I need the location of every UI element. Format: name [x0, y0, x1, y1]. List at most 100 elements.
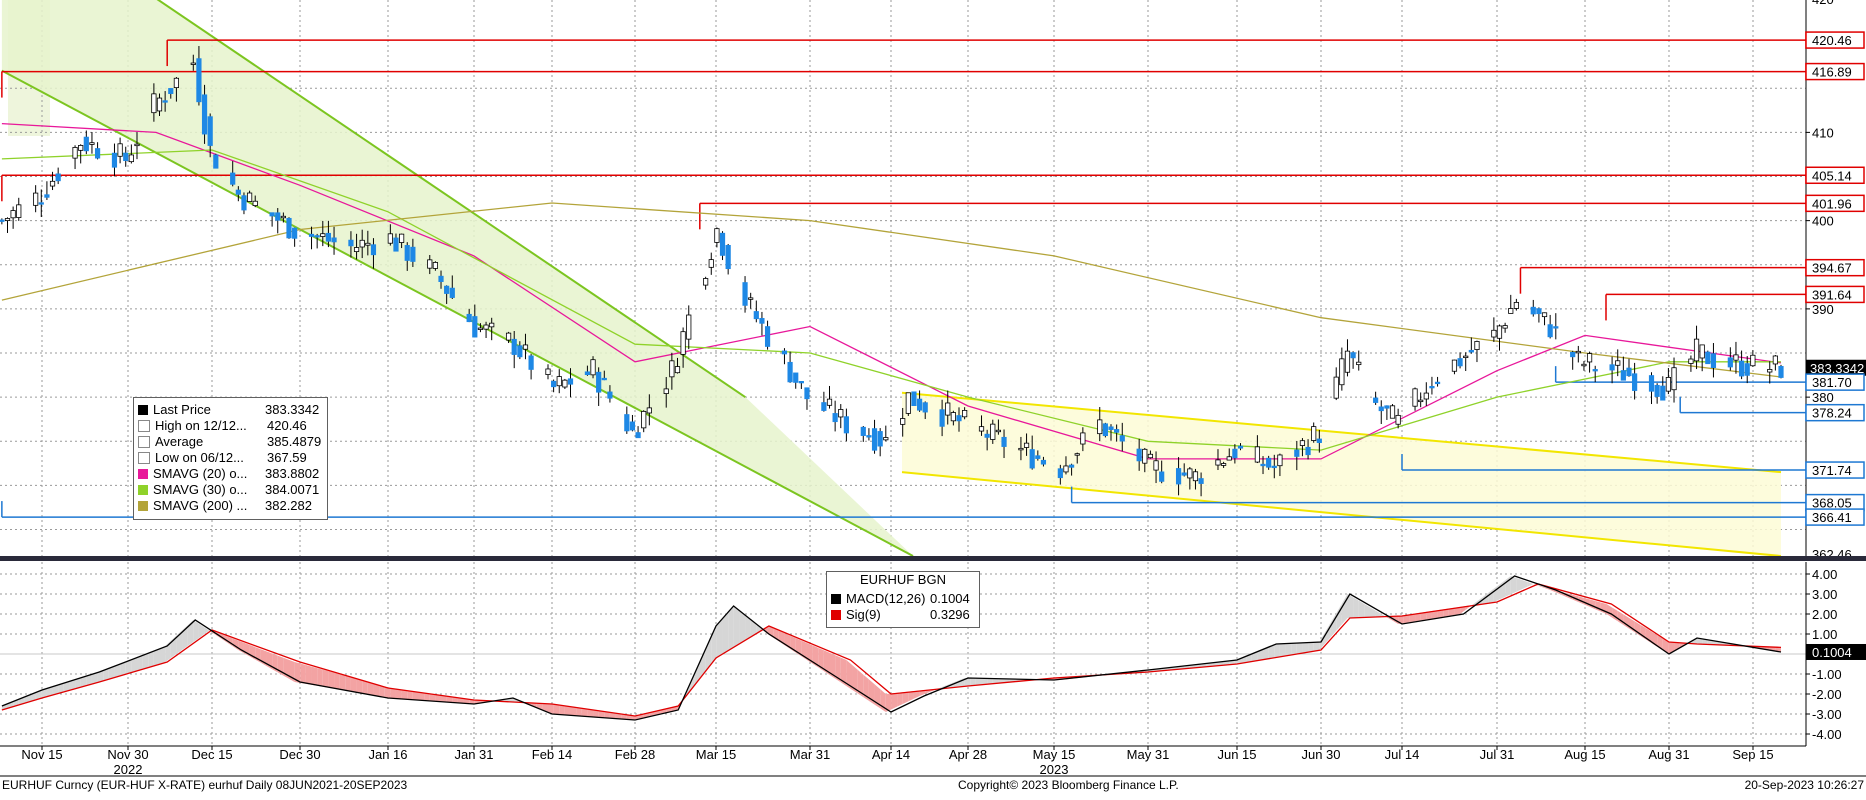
candle-body [1176, 469, 1180, 485]
candle-body [1098, 420, 1102, 434]
candle-body [912, 392, 916, 406]
candle-body [1666, 377, 1670, 391]
candle-body [557, 377, 561, 386]
candle-body [1768, 369, 1772, 372]
macd-histogram-fill [1274, 644, 1280, 658]
level-label: 405.14 [1812, 168, 1852, 183]
candle-body [748, 298, 752, 300]
candle-body [1548, 325, 1552, 337]
candle-body [1734, 355, 1738, 360]
candle-body [321, 234, 325, 237]
legend-row[interactable]: SMAVG (20) o...383.8802 [138, 465, 319, 480]
year-label: 2022 [114, 762, 143, 777]
candle-body [1306, 447, 1310, 454]
candle-body [1700, 345, 1704, 358]
macd-tick-label: 1.00 [1812, 627, 1837, 642]
macd-histogram-fill [1595, 601, 1601, 612]
level-label: 401.96 [1812, 196, 1852, 211]
macd-legend-row[interactable]: Sig(9)0.3296 [831, 606, 970, 621]
macd-histogram-fill [903, 692, 909, 704]
candle-body [596, 372, 600, 392]
x-tick-label: Apr 14 [872, 747, 910, 762]
candle-body [703, 279, 707, 286]
price-tick-label: 390 [1812, 302, 1834, 317]
candle-body [315, 236, 319, 238]
candle-body [642, 411, 646, 427]
candle-body [709, 260, 713, 268]
candle-body [1300, 441, 1304, 446]
candle-body [214, 155, 218, 168]
candle-body [231, 173, 235, 184]
candle-body [1143, 449, 1147, 463]
macd-histogram-fill [323, 670, 329, 688]
candle-body [1418, 400, 1422, 402]
legend-label: Low on 06/12... [155, 450, 267, 465]
x-tick-label: Feb 14 [532, 747, 572, 762]
legend-value: 385.4879 [267, 434, 321, 449]
candle-body [872, 429, 876, 451]
macd-histogram-fill [340, 674, 346, 690]
legend-row[interactable]: High on 12/12...420.46 [138, 417, 307, 432]
candle-body [473, 317, 477, 338]
low-marker-icon [138, 452, 150, 464]
candle-body [715, 229, 719, 243]
candle-body [1373, 398, 1377, 403]
candle-body [1064, 466, 1068, 472]
macd-histogram-fill [357, 679, 363, 693]
candle-body [833, 413, 837, 421]
legend-value: 420.46 [267, 418, 307, 433]
x-tick-label: Sep 15 [1732, 747, 1773, 762]
candle-body [1396, 415, 1400, 424]
legend-row[interactable]: SMAVG (30) o...384.0071 [138, 481, 319, 496]
x-tick-label: Apr 28 [949, 747, 987, 762]
macd-histogram-fill [723, 613, 729, 655]
macd-histogram-fill [1308, 642, 1314, 652]
candle-body [1266, 458, 1270, 467]
candle-body [900, 419, 904, 425]
candle-body [1154, 461, 1158, 470]
level-label: 416.89 [1812, 65, 1852, 80]
macd-tick-label: 4.00 [1812, 567, 1837, 582]
legend-label: Average [155, 434, 267, 449]
level-label: 366.41 [1812, 510, 1852, 525]
candle-body [568, 379, 572, 384]
candle-body [1739, 361, 1743, 376]
candle-body [788, 362, 792, 382]
price-tick-label: 400 [1812, 214, 1834, 229]
x-tick-label: Feb 28 [615, 747, 655, 762]
legend-row[interactable]: SMAVG (200) ...382.282 [138, 497, 312, 512]
channel-fill [902, 393, 1781, 556]
candle-body [444, 286, 448, 293]
candle-body [1554, 327, 1558, 329]
candle-body [1492, 330, 1496, 337]
legend-row[interactable]: Low on 06/12...367.59 [138, 449, 307, 464]
candle-body [1278, 455, 1282, 466]
candle-body [630, 422, 634, 430]
candle-body [354, 248, 358, 252]
price-tick-label: 410 [1812, 125, 1834, 140]
candle-body [118, 144, 122, 157]
candle-body [608, 392, 612, 398]
candle-body [1351, 353, 1355, 358]
macd-histogram-fill [1280, 644, 1286, 657]
footer-copyright: Copyright© 2023 Bloomberg Finance L.P. [958, 778, 1179, 792]
macd-histogram-fill [334, 673, 340, 690]
macd-tick-label: -4.00 [1812, 727, 1842, 742]
level-label: 381.70 [1812, 375, 1852, 390]
x-tick-label: Jun 30 [1301, 747, 1340, 762]
candle-body [1345, 351, 1349, 372]
macd-legend-row[interactable]: MACD(12,26)0.1004 [831, 590, 970, 605]
candle-body [636, 433, 640, 438]
candle-body [287, 218, 291, 238]
macd-tick-label: 3.00 [1812, 587, 1837, 602]
candle-body [1497, 326, 1501, 338]
sma200-swatch [138, 501, 148, 511]
candle-body [1751, 355, 1755, 365]
candle-body [450, 288, 454, 297]
candle-body [73, 147, 77, 158]
